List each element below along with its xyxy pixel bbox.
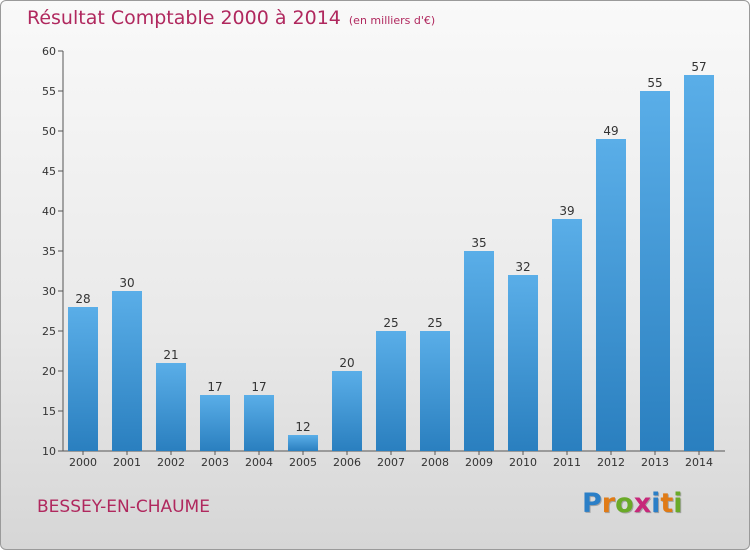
data-label: 28 [75, 292, 90, 306]
bar [200, 395, 230, 451]
y-tick-label: 55 [42, 85, 56, 98]
data-label: 30 [119, 276, 134, 290]
logo-letter: P [582, 488, 602, 519]
bar [420, 331, 450, 451]
bar [552, 219, 582, 451]
x-tick-label: 2005 [289, 456, 317, 469]
x-tick-label: 2007 [377, 456, 405, 469]
bar [596, 139, 626, 451]
bar [288, 435, 318, 451]
data-label: 17 [207, 380, 222, 394]
bar [112, 291, 142, 451]
y-tick-label: 50 [42, 125, 56, 138]
data-label: 25 [427, 316, 442, 330]
y-tick-label: 45 [42, 165, 56, 178]
y-tick-label: 25 [42, 325, 56, 338]
y-tick-label: 60 [42, 45, 56, 58]
x-tick-label: 2003 [201, 456, 229, 469]
x-tick-label: 2001 [113, 456, 141, 469]
bar [684, 75, 714, 451]
bar [464, 251, 494, 451]
x-tick-label: 2013 [641, 456, 669, 469]
data-label: 55 [647, 76, 662, 90]
x-tick-label: 2002 [157, 456, 185, 469]
x-tick-label: 2012 [597, 456, 625, 469]
x-tick-label: 2008 [421, 456, 449, 469]
y-tick-label: 35 [42, 245, 56, 258]
data-label: 20 [339, 356, 354, 370]
logo-letter: o [615, 488, 634, 519]
bar [640, 91, 670, 451]
x-tick-label: 2004 [245, 456, 273, 469]
logo-letter: x [633, 488, 652, 519]
chart-unit: (en milliers d'€) [348, 14, 436, 27]
data-label: 35 [471, 236, 486, 250]
y-tick-label: 10 [42, 445, 56, 458]
x-tick-label: 2014 [685, 456, 713, 469]
data-label: 32 [515, 260, 530, 274]
bar [68, 307, 98, 451]
logo-letter: t [660, 488, 674, 519]
proxiti-logo: Proxiti [582, 488, 683, 519]
y-tick-label: 40 [42, 205, 56, 218]
bar [376, 331, 406, 451]
logo-letter: i [673, 488, 683, 519]
x-tick-label: 2010 [509, 456, 537, 469]
data-label: 39 [559, 204, 574, 218]
bar [244, 395, 274, 451]
data-label: 21 [163, 348, 178, 362]
x-tick-label: 2006 [333, 456, 361, 469]
data-label: 17 [251, 380, 266, 394]
chart-title: Résultat Comptable 2000 à 2014 (en millie… [27, 7, 435, 29]
bar [332, 371, 362, 451]
bar [156, 363, 186, 451]
bar [508, 275, 538, 451]
data-label: 49 [603, 124, 618, 138]
x-tick-label: 2000 [69, 456, 97, 469]
data-label: 25 [383, 316, 398, 330]
y-tick-label: 20 [42, 365, 56, 378]
chart-labels: 2000 28 2001 30 2002 21 2003 17 2004 17 2005 12 2006… [69, 60, 713, 469]
chart-bars [68, 75, 714, 451]
data-label: 57 [691, 60, 706, 74]
commune-name: BESSEY-EN-CHAUME [37, 497, 210, 517]
y-tick-label: 30 [42, 285, 56, 298]
logo-letter: r [601, 488, 616, 519]
x-tick-label: 2009 [465, 456, 493, 469]
x-tick-label: 2011 [553, 456, 581, 469]
y-tick-label: 15 [42, 405, 56, 418]
logo-letter: i [651, 488, 661, 519]
chart-title-text: Résultat Comptable 2000 à 2014 [27, 7, 341, 29]
data-label: 12 [295, 420, 310, 434]
